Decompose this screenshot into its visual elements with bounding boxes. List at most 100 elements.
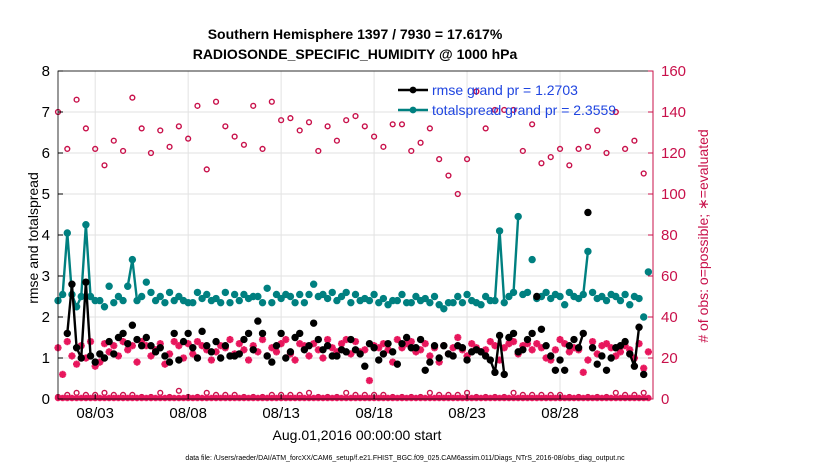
- star-stroke: [417, 394, 424, 402]
- star-stroke: [110, 394, 117, 402]
- obs-evaluated-baseline-point: [394, 394, 401, 402]
- totalspread-point: [616, 296, 625, 305]
- star-stroke: [487, 394, 494, 402]
- totalspread-point: [393, 296, 402, 305]
- star-stroke: [324, 394, 331, 402]
- rmse-point: [282, 354, 290, 362]
- star-stroke: [147, 352, 155, 360]
- obs-possible-point: [343, 117, 350, 124]
- totalspread-point: [440, 305, 448, 313]
- star-stroke: [259, 336, 266, 343]
- totalspread-point: [477, 301, 485, 309]
- y-tick-label: 1: [42, 350, 50, 367]
- star-stroke: [273, 394, 280, 402]
- star-stroke: [133, 394, 141, 402]
- rmse-point: [412, 344, 420, 352]
- rmse-point: [72, 344, 81, 352]
- obs-possible-point: [594, 127, 601, 134]
- star-stroke: [305, 352, 313, 360]
- star-stroke: [64, 394, 71, 402]
- rmse-point: [607, 354, 615, 362]
- totalspread-point: [435, 301, 443, 309]
- star-stroke: [268, 394, 275, 402]
- star-stroke: [59, 394, 66, 402]
- obs-possible-point: [231, 133, 238, 140]
- rmse-point: [523, 335, 532, 344]
- star-stroke: [501, 394, 508, 402]
- obs-possible-point: [510, 106, 517, 114]
- totalspread-point: [412, 292, 420, 301]
- star-stroke: [87, 394, 94, 402]
- totalspread-point: [640, 313, 648, 321]
- rmse-point: [481, 352, 490, 360]
- rmse-point: [96, 350, 104, 358]
- star-stroke: [161, 394, 168, 402]
- obs-possible-point: [473, 88, 480, 95]
- star-stroke: [282, 336, 290, 343]
- obs-possible-point: [324, 123, 331, 130]
- obs-evaluated-point: [272, 348, 281, 356]
- totalspread-point: [268, 298, 276, 307]
- obs-evaluated-baseline-point: [324, 394, 331, 402]
- x-axis-label: Aug.01,2016 00:00:00 start: [273, 427, 442, 443]
- totalspread-point: [189, 298, 197, 307]
- rmse-point: [505, 333, 513, 342]
- star-stroke: [491, 342, 499, 350]
- x-axis: 08/03 08/08 08/13 08/18 08/23 08/28: [76, 394, 579, 422]
- rmse-point: [286, 348, 295, 356]
- obs-evaluated-point: [500, 344, 508, 352]
- obs-evaluated-point: [584, 356, 592, 364]
- rmse-point: [100, 354, 109, 362]
- star-stroke: [110, 342, 118, 350]
- obs-possible-point: [575, 145, 582, 153]
- rmse-point: [91, 358, 99, 366]
- obs-possible-point: [426, 125, 433, 132]
- y-tick-label: 3: [42, 268, 50, 285]
- star-stroke: [426, 394, 433, 402]
- obs-evaluated-point: [468, 340, 476, 348]
- obs-possible-point: [194, 102, 201, 109]
- rmse-point: [105, 337, 113, 346]
- star-stroke: [408, 394, 415, 402]
- x-tick-label: 08/23: [448, 405, 486, 422]
- rmse-point: [463, 356, 471, 364]
- star-stroke: [319, 394, 327, 402]
- totalspread-point: [509, 288, 518, 297]
- obs-evaluated-point: [72, 360, 81, 368]
- y-tick-label: 5: [42, 186, 50, 203]
- obs-possible-point: [417, 139, 424, 146]
- star-stroke: [570, 394, 578, 402]
- obs-possible-point: [129, 94, 136, 101]
- star-stroke: [319, 354, 327, 362]
- star-stroke: [566, 348, 573, 356]
- obs-evaluated-point: [528, 346, 536, 354]
- star-stroke: [213, 394, 220, 402]
- totalspread-point: [328, 288, 336, 297]
- star-stroke: [505, 394, 512, 402]
- rmse-point: [319, 346, 327, 354]
- star-stroke: [431, 394, 438, 402]
- rmse-point: [593, 360, 601, 368]
- obs-possible-point: [482, 125, 489, 132]
- x-tick-label: 08/18: [355, 405, 393, 422]
- rmse-point: [119, 329, 127, 338]
- totalspread-point: [454, 292, 462, 301]
- totalspread-point: [137, 292, 146, 301]
- star-stroke: [245, 394, 252, 402]
- star-stroke: [594, 394, 601, 402]
- star-stroke: [529, 394, 536, 402]
- totalspread-point: [644, 268, 653, 276]
- star-stroke: [496, 394, 503, 402]
- rmse-point: [440, 342, 448, 350]
- obs-possible-point: [519, 147, 526, 155]
- obs-possible-baseline-point: [157, 389, 164, 396]
- star-stroke: [226, 394, 234, 402]
- obs-possible-point: [222, 123, 229, 130]
- rmse-point: [365, 339, 374, 348]
- rmse-point: [254, 317, 262, 325]
- rmse-point: [542, 342, 550, 350]
- rmse-point: [356, 350, 364, 358]
- star-stroke: [236, 394, 243, 402]
- totalspread-point: [556, 292, 564, 301]
- obs-possible-point: [101, 162, 108, 169]
